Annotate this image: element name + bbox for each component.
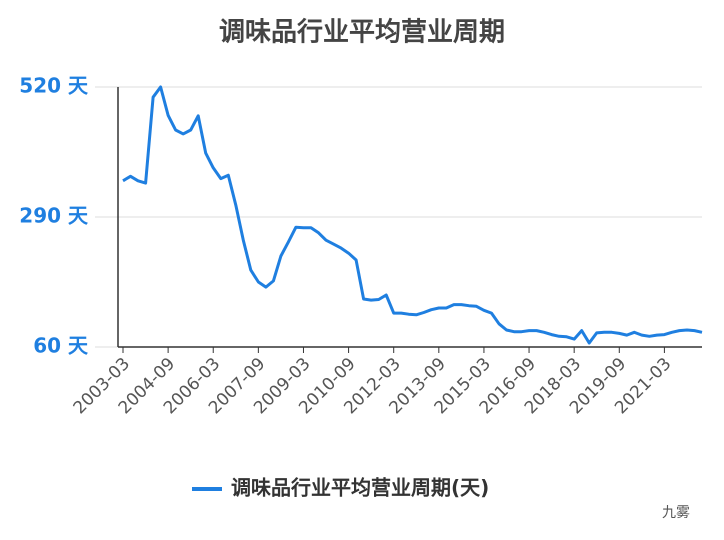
- legend-label: 调味品行业平均营业周期(天): [231, 476, 489, 500]
- chart-title: 调味品行业平均营业周期: [219, 17, 505, 48]
- y-tick-label: 290 天: [19, 204, 89, 228]
- y-tick-label: 520 天: [19, 74, 89, 98]
- line-series: [122, 85, 703, 345]
- y-tick-label: 60 天: [33, 334, 89, 358]
- watermark: 九雾: [662, 505, 690, 521]
